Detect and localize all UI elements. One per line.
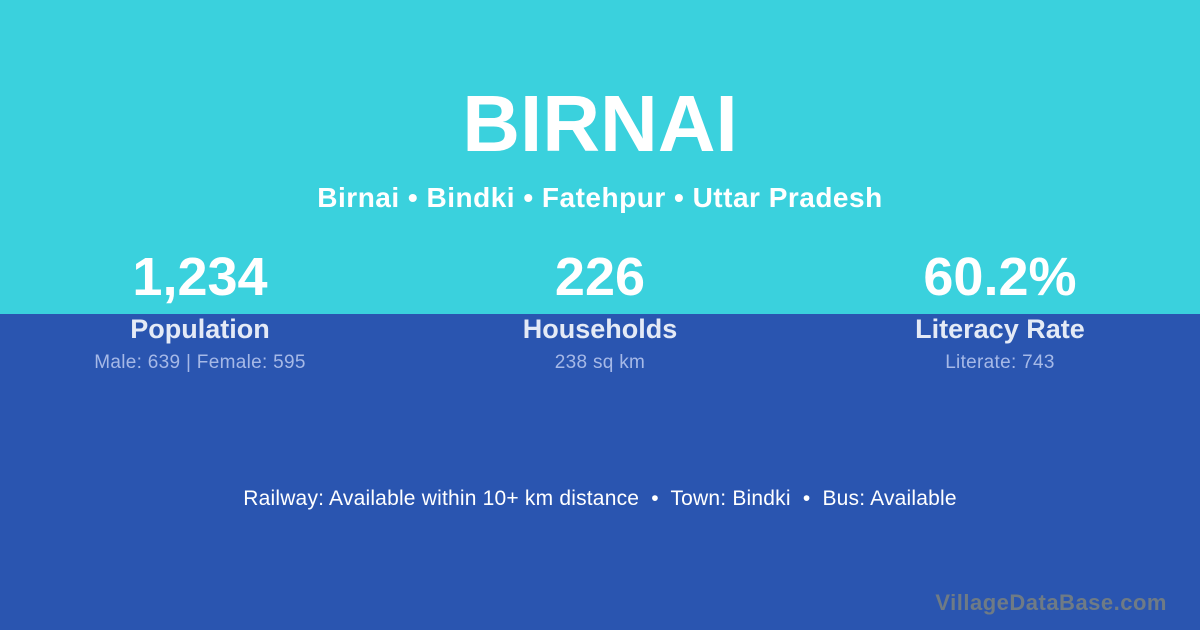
population-value: 1,234 bbox=[132, 247, 268, 307]
details-section bbox=[0, 314, 1200, 630]
literacy-detail: Literate: 743 bbox=[945, 352, 1055, 373]
transport-info-line: Railway: Available within 10+ km distanc… bbox=[243, 487, 957, 510]
stat-households: 226 Households 238 sq km bbox=[400, 250, 800, 374]
literacy-label: Literacy Rate bbox=[915, 314, 1085, 344]
households-value: 226 bbox=[554, 247, 646, 307]
village-title: BIRNAI bbox=[462, 79, 738, 168]
population-label: Population bbox=[130, 314, 270, 344]
households-label: Households bbox=[522, 314, 678, 344]
header-section bbox=[0, 0, 1200, 314]
stats-row: 1,234 Population Male: 639 | Female: 595… bbox=[0, 250, 1200, 374]
literacy-value: 60.2% bbox=[923, 247, 1077, 307]
stat-literacy: 60.2% Literacy Rate Literate: 743 bbox=[800, 250, 1200, 374]
stat-population: 1,234 Population Male: 639 | Female: 595 bbox=[0, 250, 400, 374]
watermark: VillageDataBase.com bbox=[935, 590, 1167, 615]
village-breadcrumb: Birnai • Bindki • Fatehpur • Uttar Prade… bbox=[317, 182, 883, 213]
households-detail: 238 sq km bbox=[554, 352, 646, 373]
population-detail: Male: 639 | Female: 595 bbox=[94, 352, 306, 373]
